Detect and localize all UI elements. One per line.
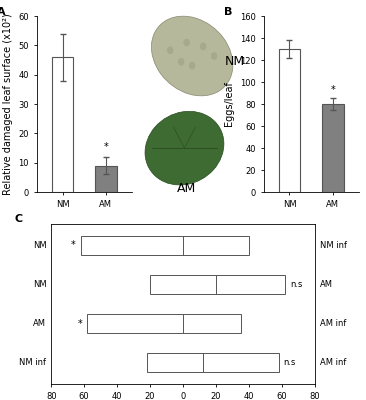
Y-axis label: Relative damaged leaf surface (x10²): Relative damaged leaf surface (x10²)	[3, 13, 13, 195]
Text: NM: NM	[33, 280, 46, 289]
Ellipse shape	[152, 16, 233, 96]
Bar	[95, 166, 117, 192]
Ellipse shape	[183, 39, 190, 46]
Ellipse shape	[178, 58, 184, 66]
Text: NM: NM	[33, 241, 46, 250]
Bar	[87, 314, 241, 333]
Text: AM: AM	[33, 319, 46, 328]
Ellipse shape	[167, 46, 173, 54]
Text: AM inf: AM inf	[320, 358, 346, 367]
Text: NM inf: NM inf	[320, 241, 347, 250]
Text: A: A	[0, 7, 5, 17]
Bar	[322, 104, 344, 192]
Y-axis label: Eggs/leaf: Eggs/leaf	[224, 82, 235, 126]
Ellipse shape	[211, 52, 217, 60]
Bar	[147, 353, 279, 372]
Text: n.s: n.s	[290, 280, 302, 289]
Text: *: *	[104, 142, 108, 152]
Text: *: *	[71, 240, 76, 250]
Text: *: *	[330, 85, 335, 95]
Text: AM: AM	[177, 182, 196, 195]
Ellipse shape	[145, 111, 224, 185]
Text: *: *	[78, 318, 83, 328]
Bar	[279, 49, 300, 192]
Bar	[150, 275, 285, 294]
Text: AM inf: AM inf	[320, 319, 346, 328]
Text: B: B	[224, 7, 232, 17]
Bar	[52, 57, 73, 192]
Text: AM: AM	[320, 280, 333, 289]
Text: n.s: n.s	[283, 358, 296, 367]
Text: C: C	[14, 214, 22, 224]
Ellipse shape	[189, 62, 195, 70]
Ellipse shape	[200, 42, 206, 50]
Text: NM inf: NM inf	[19, 358, 46, 367]
Text: NM: NM	[225, 55, 245, 68]
Bar	[81, 236, 249, 255]
